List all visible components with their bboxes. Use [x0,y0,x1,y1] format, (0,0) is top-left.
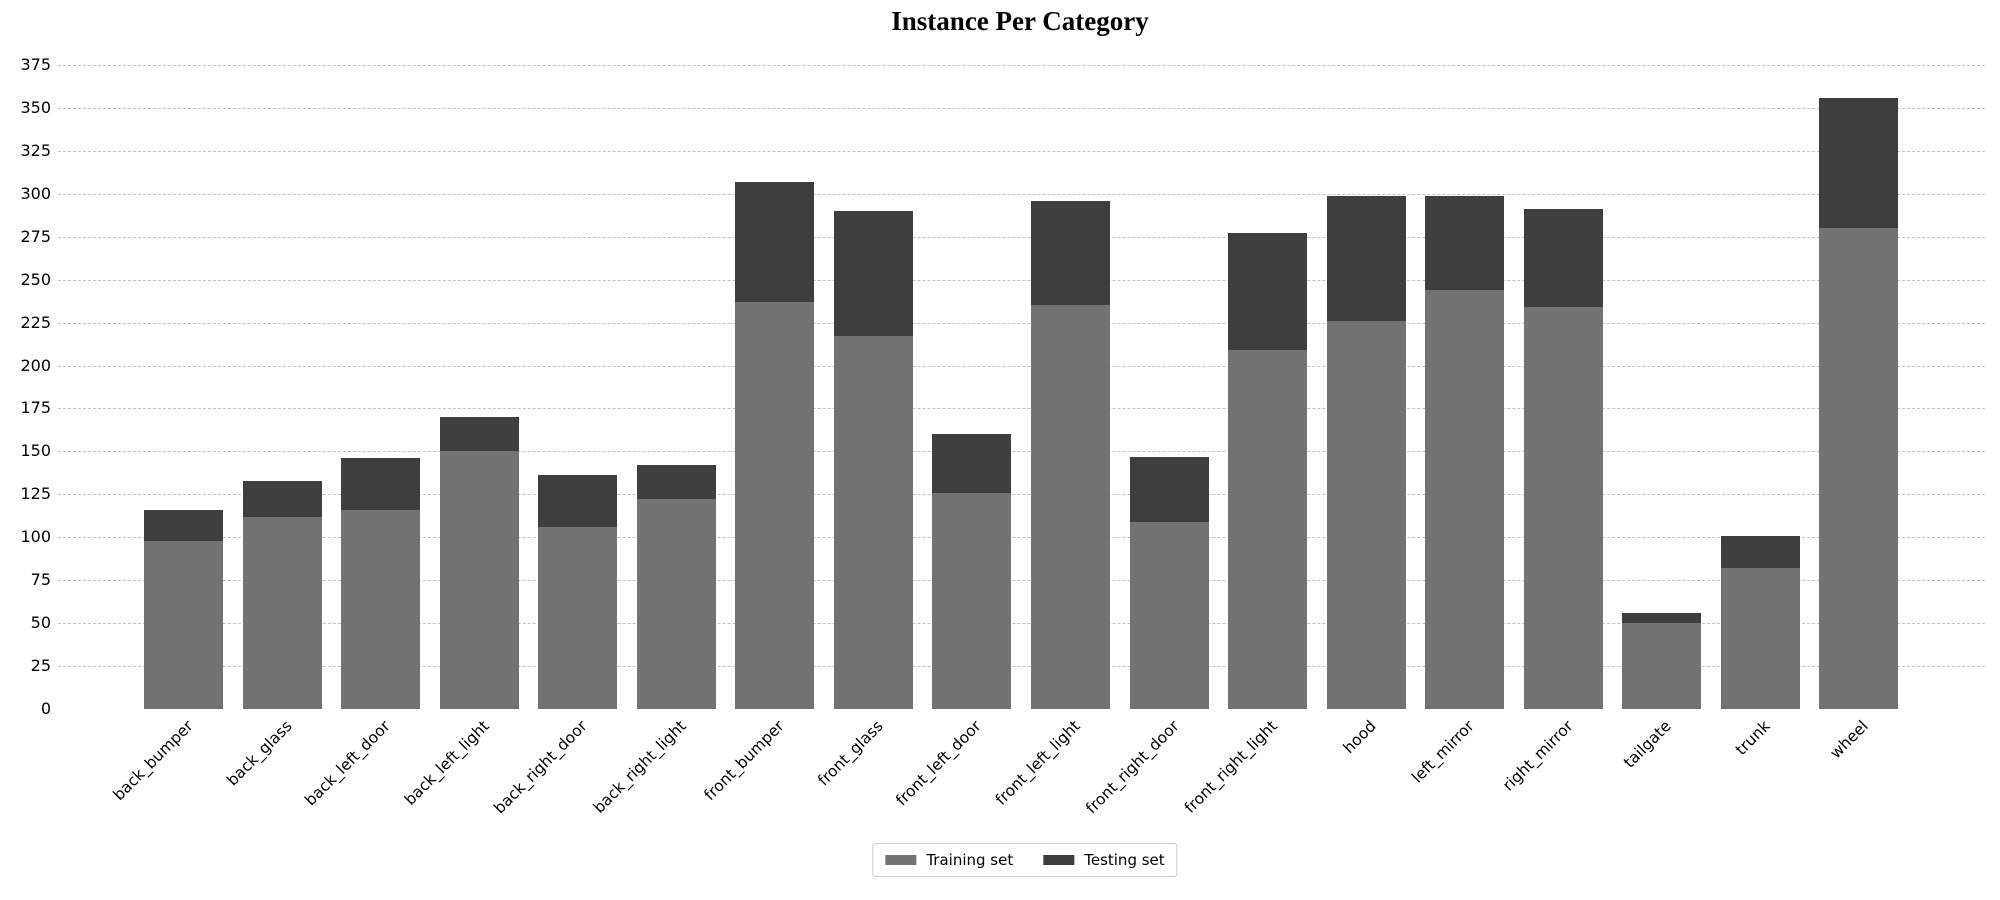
chart-title: Instance Per Category [891,6,1149,36]
bar-segment-training-front_left_door [932,493,1011,709]
legend-label-testing: Testing set [1084,851,1165,869]
bar-segment-training-tailgate [1622,623,1701,709]
y-tick-label: 100 [20,527,51,546]
grid-line [58,366,1985,367]
bar-segment-training-front_right_door [1130,522,1209,709]
bar-segment-training-front_left_light [1031,305,1110,709]
y-tick-label: 75 [30,570,51,589]
bar-segment-testing-trunk [1721,536,1800,568]
grid-line [58,280,1985,281]
bar-segment-testing-front_bumper [735,182,814,302]
bar-segment-testing-front_glass [834,211,913,336]
bar-segment-testing-back_right_door [538,475,617,527]
bar-segment-training-front_right_light [1228,350,1307,709]
y-tick-label: 200 [20,356,51,375]
grid-line [58,494,1985,495]
grid-line [58,623,1985,624]
bar-segment-testing-tailgate [1622,613,1701,623]
bar-segment-testing-wheel [1819,98,1898,228]
bar-segment-training-trunk [1721,568,1800,709]
y-tick-label: 375 [20,55,51,74]
y-tick-label: 300 [20,184,51,203]
bar-segment-testing-front_left_door [932,434,1011,493]
y-tick-label: 150 [20,441,51,460]
bar-segment-testing-front_left_light [1031,201,1110,305]
bar-segment-testing-left_mirror [1425,196,1504,290]
bar-segment-testing-front_right_light [1228,233,1307,350]
y-tick-label: 125 [20,484,51,503]
bar-segment-testing-back_left_light [440,417,519,451]
grid-line [58,451,1985,452]
bar-segment-testing-back_bumper [144,510,223,541]
legend-entry-training: Training set [885,851,1013,869]
bar-segment-testing-front_right_door [1130,457,1209,522]
bar-segment-testing-hood [1327,196,1406,321]
grid-line [58,194,1985,195]
y-tick-label: 325 [20,141,51,160]
y-tick-label: 50 [30,613,51,632]
bar-segment-training-back_left_door [341,510,420,709]
bar-segment-testing-back_glass [243,481,322,517]
bar-segment-training-hood [1327,321,1406,709]
bar-segment-training-back_right_door [538,527,617,709]
bar-segment-testing-back_right_light [637,465,716,499]
grid-line [58,323,1985,324]
y-tick-label: 250 [20,270,51,289]
legend-label-training: Training set [926,851,1014,869]
bar-segment-training-back_right_light [637,499,716,709]
grid-line [58,237,1985,238]
bar-segment-training-left_mirror [1425,290,1504,709]
y-tick-label: 25 [30,656,51,675]
bar-segment-testing-right_mirror [1524,209,1603,307]
y-tick-label: 275 [20,227,51,246]
bar-segment-training-back_left_light [440,451,519,709]
training-set-swatch-icon [885,855,917,865]
testing-set-swatch-icon [1043,855,1075,865]
bar-segment-training-right_mirror [1524,307,1603,709]
bar-segment-training-front_bumper [735,302,814,709]
grid-line [58,537,1985,538]
grid-line [58,151,1985,152]
bar-segment-training-front_glass [834,336,913,709]
y-tick-label: 0 [40,699,51,718]
y-tick-label: 175 [20,398,51,417]
grid-line [58,65,1985,66]
legend: Training set Testing set [872,843,1178,877]
y-tick-label: 350 [20,98,51,117]
bar-segment-testing-back_left_door [341,458,420,510]
grid-line [58,108,1985,109]
grid-line [58,580,1985,581]
grid-line [58,666,1985,667]
bar-segment-training-wheel [1819,228,1898,709]
grid-line [58,408,1985,409]
y-tick-label: 225 [20,313,51,332]
bar-segment-training-back_glass [243,517,322,709]
bar-segment-training-back_bumper [144,541,223,709]
legend-entry-testing: Testing set [1043,851,1165,869]
